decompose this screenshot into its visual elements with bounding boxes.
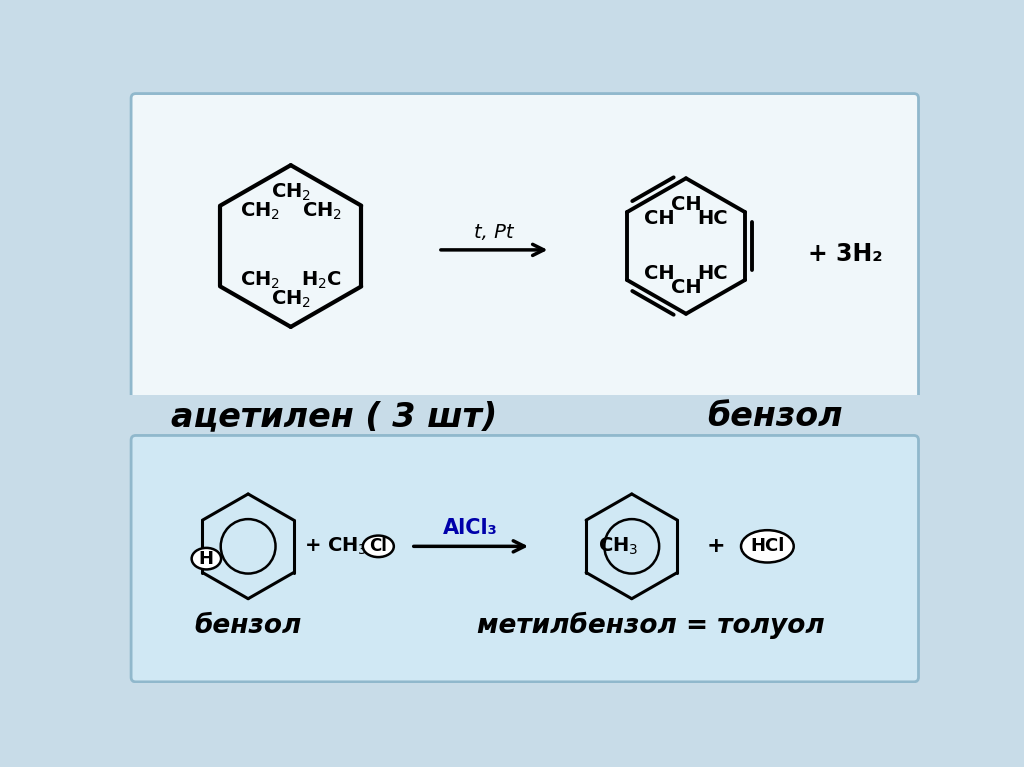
Text: бензол: бензол	[195, 613, 302, 639]
Text: CH: CH	[644, 209, 675, 228]
Text: t, Pt: t, Pt	[474, 223, 514, 242]
Text: +: +	[707, 536, 725, 556]
Text: CH$_2$: CH$_2$	[270, 288, 311, 310]
Ellipse shape	[362, 535, 394, 557]
Bar	[128, 395, 922, 439]
Text: HC: HC	[697, 209, 728, 228]
Text: CH: CH	[671, 196, 701, 214]
Text: + 3H₂: + 3H₂	[809, 242, 883, 265]
Text: H$_2$C: H$_2$C	[301, 270, 342, 291]
Text: HCl: HCl	[751, 538, 784, 555]
Text: CH$_2$: CH$_2$	[240, 201, 280, 222]
Text: ацетилен ( 3 шт): ацетилен ( 3 шт)	[171, 400, 497, 433]
Text: CH: CH	[671, 278, 701, 297]
FancyBboxPatch shape	[131, 436, 919, 682]
Ellipse shape	[191, 548, 221, 569]
FancyBboxPatch shape	[131, 94, 919, 400]
Text: CH$_3$: CH$_3$	[598, 536, 638, 557]
Text: + CH$_3$: + CH$_3$	[304, 535, 368, 557]
Text: Cl: Cl	[370, 538, 387, 555]
Text: HC: HC	[697, 265, 728, 283]
Text: CH$_2$: CH$_2$	[302, 201, 342, 222]
Text: CH$_2$: CH$_2$	[240, 270, 280, 291]
Text: H: H	[199, 550, 214, 568]
Ellipse shape	[741, 530, 794, 562]
Text: CH: CH	[644, 265, 675, 283]
Text: AlCl₃: AlCl₃	[443, 518, 498, 538]
Text: CH$_2$: CH$_2$	[270, 182, 311, 203]
Text: бензол: бензол	[708, 400, 844, 433]
Text: метилбензол = толуол: метилбензол = толуол	[477, 612, 825, 639]
